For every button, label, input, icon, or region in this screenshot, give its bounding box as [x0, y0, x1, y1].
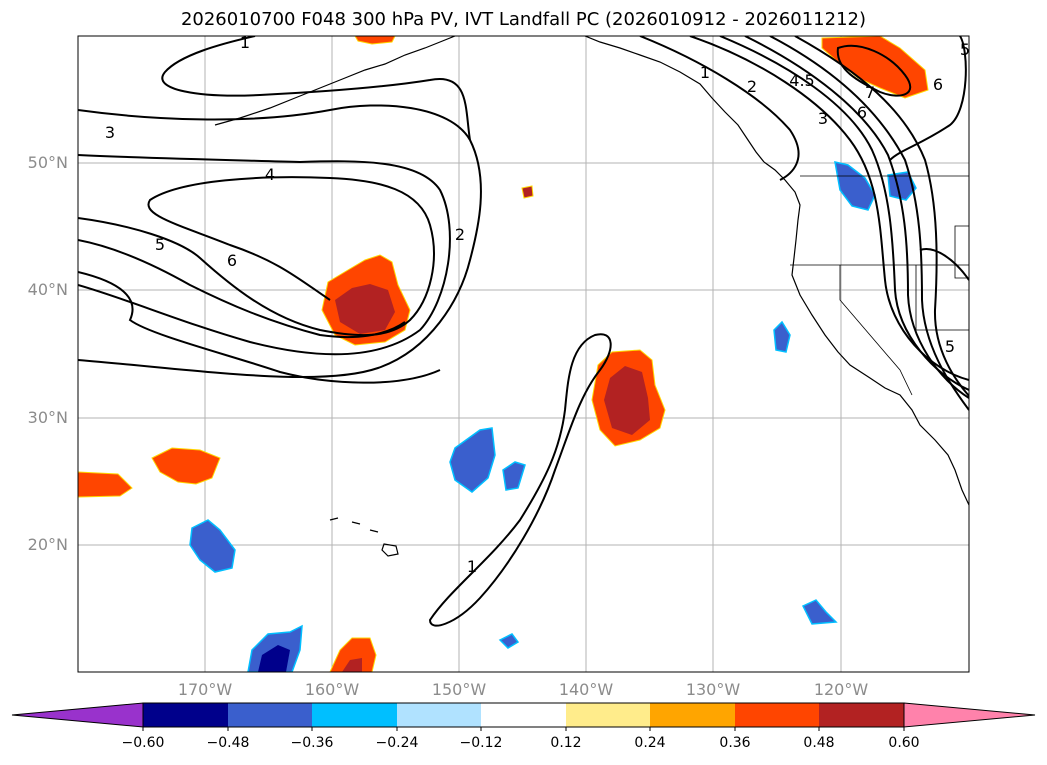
map-frame — [77, 35, 970, 673]
shade-negative-ca — [773, 320, 791, 353]
colorbar-bin — [312, 703, 397, 727]
shade-negative-150w — [449, 427, 496, 493]
colorbar-bin — [481, 703, 566, 727]
contour-4 — [78, 154, 451, 356]
contour-e4 — [744, 36, 969, 399]
colorbar-bin — [735, 703, 819, 727]
colorbar-tick: −0.60 — [121, 735, 165, 751]
lat-label-30n: 30°N — [27, 408, 68, 427]
contour-label: 6 — [933, 75, 943, 94]
colorbar-tick: 0.36 — [719, 735, 751, 751]
contour-label: 6 — [857, 103, 867, 122]
contour-3 — [78, 104, 482, 379]
contour-1-north — [161, 36, 471, 141]
colorbar-bin — [819, 703, 904, 727]
contour-e1 — [639, 36, 800, 181]
shade-negative-bottom-core — [258, 645, 290, 672]
shade-negative-146w — [502, 461, 526, 491]
colorbar-tick: 0.12 — [550, 735, 582, 751]
lon-label-150w: 150°W — [431, 680, 487, 699]
shade-negative-bc — [834, 161, 876, 211]
map-title: 2026010700 F048 300 hPa PV, IVT Landfall… — [180, 9, 867, 30]
colorbar-tick: −0.12 — [459, 735, 503, 751]
coast-hawaii — [329, 517, 399, 557]
contour-5 — [78, 176, 435, 337]
contour-label: 4 — [265, 165, 275, 184]
lon-label-130w: 130°W — [685, 680, 741, 699]
colorbar-bin — [228, 703, 312, 727]
coastlines — [214, 36, 969, 557]
contour-label: 5 — [945, 337, 955, 356]
shade-positive-top — [354, 36, 396, 45]
borders — [790, 175, 969, 396]
contour-label: 6 — [227, 251, 237, 270]
contour-label: 2 — [747, 77, 757, 96]
shade-positive-ne — [821, 36, 929, 99]
contour-e5 — [769, 36, 969, 411]
lat-label-20n: 20°N — [27, 535, 68, 554]
colorbar-bin — [650, 703, 735, 727]
coast-west-us — [763, 161, 969, 506]
shade-positive-dot — [521, 185, 534, 199]
coast-aleutians — [214, 36, 456, 126]
contour-label: 1 — [240, 33, 250, 52]
pv-contours — [78, 36, 969, 627]
contour-1-central — [428, 333, 612, 627]
shade-positive-west — [78, 471, 133, 498]
colorbar-tick: 0.60 — [888, 735, 920, 751]
graticule — [78, 36, 969, 672]
contour-7 — [78, 271, 441, 384]
contour-6 — [78, 239, 406, 339]
lon-label-140w: 140°W — [558, 680, 614, 699]
lon-label-160w: 160°W — [304, 680, 360, 699]
shade-negative-125w — [801, 599, 838, 625]
colorbar-tick: −0.48 — [206, 735, 250, 751]
map-plot-area: 1 2 3 4 5 6 1 2 4.5 3 6 7 6 5 1 5 — [78, 33, 970, 672]
contour-e2 — [689, 36, 969, 381]
contour-label: 1 — [467, 557, 477, 576]
contour-label: 5 — [960, 40, 970, 59]
colorbar-bin — [397, 703, 481, 727]
contour-label: 3 — [105, 123, 115, 142]
shade-positive-bottom — [329, 637, 377, 672]
shade-negative-170w — [189, 519, 236, 573]
lon-label-170w: 170°W — [177, 680, 233, 699]
colorbar-bin — [566, 703, 650, 727]
shade-positive-central-core — [604, 366, 650, 435]
shade-negative-145w — [498, 633, 520, 649]
contour-e9 — [919, 248, 969, 281]
colorbar — [11, 702, 1036, 731]
contour-label: 5 — [155, 235, 165, 254]
contour-label: 4.5 — [789, 71, 814, 90]
colorbar-tick: 0.24 — [634, 735, 666, 751]
colorbar-bin — [143, 703, 228, 727]
colorbar-extend-low — [11, 702, 144, 728]
colorbar-tick: −0.36 — [290, 735, 334, 751]
colorbar-tick: −0.24 — [375, 735, 419, 751]
colorbar-extend-high — [903, 702, 1036, 728]
contour-e3 — [719, 36, 969, 391]
colorbar-tick: 0.48 — [803, 735, 835, 751]
lat-label-40n: 40°N — [27, 280, 68, 299]
lat-label-50n: 50°N — [27, 153, 68, 172]
contour-label: 7 — [865, 83, 875, 102]
contour-label: 3 — [818, 109, 828, 128]
contour-e7 — [836, 44, 912, 97]
contour-label-group: 1 2 3 4 5 6 1 2 4.5 3 6 7 6 5 1 5 — [105, 33, 970, 576]
contour-label: 1 — [700, 63, 710, 82]
ivt-shading — [78, 36, 929, 672]
coast-alaska-gulf — [584, 36, 765, 163]
shade-positive-bottom-core — [342, 658, 362, 672]
contour-e8 — [889, 36, 967, 161]
contour-label: 2 — [455, 225, 465, 244]
shade-positive-167w — [151, 447, 221, 485]
lon-label-120w: 120°W — [813, 680, 869, 699]
shade-positive-core — [335, 284, 395, 334]
